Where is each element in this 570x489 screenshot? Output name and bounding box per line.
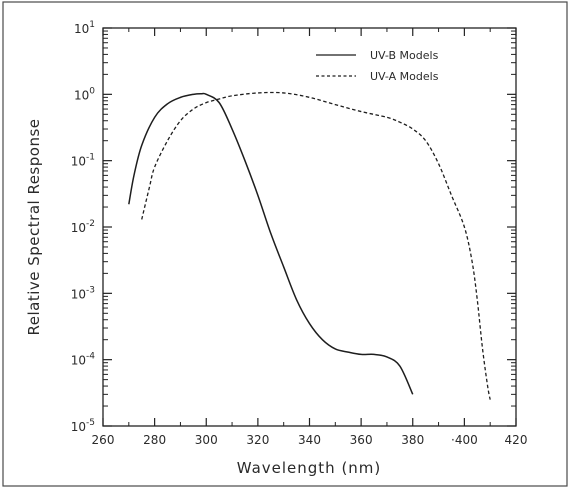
y-tick-label: 100 [74,86,95,102]
x-tick-label: ·400 [451,433,478,447]
legend-label-uvb: UV-B Models [370,49,439,62]
x-tick-label: 260 [92,433,115,447]
x-tick-label: 380 [401,433,424,447]
y-tick-label: 10-5 [71,418,95,434]
x-tick-label: 420 [505,433,528,447]
series-line-uvb [128,92,414,395]
x-tick-label: 360 [350,433,373,447]
series-line-uva [141,91,491,400]
y-tick-label: 10-2 [71,219,95,235]
x-ticks-group: 260 280 300 320 340 360 380 ·400 420 [92,28,528,447]
x-axis-title: Wavelength (nm) [237,459,382,477]
x-tick-label: 280 [143,433,166,447]
y-tick-label: 101 [74,20,95,36]
x-tick-label: 300 [195,433,218,447]
legend-label-uva: UV-A Models [370,70,439,83]
y-tick-label: 10-3 [71,285,95,301]
y-tick-label: 10-4 [71,352,96,368]
y-ticks-group: 10-5 10-4 10-3 10-2 10-1 100 101 [71,20,516,434]
y-axis-title: Relative Spectral Response [25,119,43,336]
x-tick-label: 340 [298,433,321,447]
y-tick-label: 10-1 [71,153,95,169]
x-tick-label: 320 [246,433,269,447]
legend: UV-B Models UV-A Models [316,49,439,83]
plot-frame [102,27,517,427]
series-layer [128,91,491,400]
